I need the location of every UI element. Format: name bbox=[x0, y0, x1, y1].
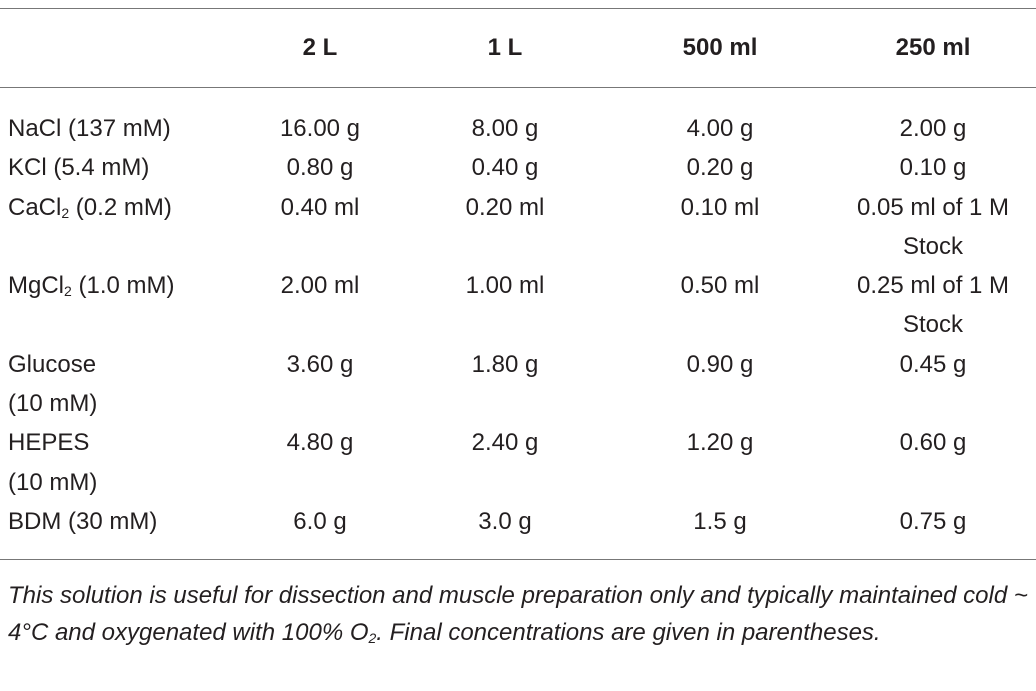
cell: 4.80 g bbox=[240, 423, 400, 502]
row-label: HEPES (10 mM) bbox=[0, 423, 240, 502]
row: Glucose (10 mM) 3.60 g 1.80 g 0.90 g 0.45 g bbox=[0, 345, 1036, 424]
footnote: This solution is useful for dissection a… bbox=[8, 577, 1028, 651]
table-body: NaCl (137 mM) 16.00 g 8.00 g 4.00 g 2.00 g KC… bbox=[0, 88, 1036, 560]
text: (0.2 mM) bbox=[69, 193, 172, 221]
text: 0.90 g bbox=[686, 350, 754, 378]
text: . Final concentrations are given in pare… bbox=[376, 619, 881, 646]
text: (1.0 mM) bbox=[71, 272, 175, 300]
cell: 16.00 g bbox=[240, 88, 400, 149]
header-cell: 2 L bbox=[302, 34, 338, 61]
text: (10 mM) bbox=[8, 390, 98, 418]
row-label: BDM (30 mM) bbox=[0, 502, 240, 560]
text: 0.20 g bbox=[686, 154, 754, 182]
text: 3.60 g bbox=[286, 350, 354, 378]
text: HEPES bbox=[8, 429, 90, 457]
text: 16.00 g bbox=[279, 115, 361, 142]
row: CaCl2 (0.2 mM) 0.40 ml 0.20 ml 0.10 ml 0.05 … bbox=[0, 188, 1036, 267]
cell: 0.05 ml of 1 M Stock bbox=[830, 188, 1036, 267]
text: 8.00 g bbox=[471, 115, 539, 142]
cell: 0.90 g bbox=[610, 345, 830, 424]
text: Stock bbox=[902, 232, 964, 260]
text: CaCl bbox=[8, 193, 62, 221]
text: 1.80 g bbox=[471, 350, 539, 378]
text: 4.00 g bbox=[686, 115, 754, 142]
text: KCl (5.4 mM) bbox=[8, 154, 150, 182]
subscript: 2 bbox=[368, 630, 377, 646]
cell: 1.80 g bbox=[400, 345, 610, 424]
text: 1.20 g bbox=[686, 429, 754, 457]
cell: 3.0 g bbox=[400, 502, 610, 560]
cell: 0.10 ml bbox=[610, 188, 830, 267]
cell: 0.25 ml of 1 M Stock bbox=[830, 266, 1036, 345]
text: 6.0 g bbox=[293, 507, 347, 535]
cell: 1.20 g bbox=[610, 423, 830, 502]
text: BDM (30 mM) bbox=[8, 507, 158, 535]
cell: 4.00 g bbox=[610, 88, 830, 149]
text: 0.45 g bbox=[899, 350, 967, 378]
row: KCl (5.4 mM) 0.80 g 0.40 g 0.20 g 0.10 g bbox=[0, 148, 1036, 187]
cell: 0.80 g bbox=[240, 148, 400, 187]
text: 4.80 g bbox=[286, 429, 354, 457]
text: 2.00 ml bbox=[280, 272, 360, 300]
header-cell: 1 L bbox=[487, 34, 523, 61]
cell: 0.40 ml bbox=[240, 188, 400, 267]
header-row: 2 L 1 L 500 ml 250 ml bbox=[0, 8, 1036, 88]
cell: 3.60 g bbox=[240, 345, 400, 424]
cell: 2.40 g bbox=[400, 423, 610, 502]
row: NaCl (137 mM) 16.00 g 8.00 g 4.00 g 2.00 g bbox=[0, 88, 1036, 149]
table: 2 L 1 L 500 ml 250 ml NaCl (137 mM) 16.00 g 8… bbox=[0, 8, 1036, 560]
cell: 0.20 g bbox=[610, 148, 830, 187]
cell: 1.00 ml bbox=[400, 266, 610, 345]
row: MgCl2 (1.0 mM) 2.00 ml 1.00 ml 0.50 ml 0.25 … bbox=[0, 266, 1036, 345]
row: BDM (30 mM) 6.0 g 3.0 g 1.5 g 0.75 g bbox=[0, 502, 1036, 560]
text: MgCl bbox=[8, 272, 65, 300]
cell: 2.00 ml bbox=[240, 266, 400, 345]
text: (10 mM) bbox=[8, 468, 98, 496]
row-label: KCl (5.4 mM) bbox=[0, 148, 240, 187]
cell: 8.00 g bbox=[400, 88, 610, 149]
text: 0.60 g bbox=[899, 429, 967, 457]
cell: 0.20 ml bbox=[400, 188, 610, 267]
text: 0.80 g bbox=[286, 154, 354, 182]
text: 2.00 g bbox=[899, 115, 967, 142]
text: 0.05 ml of 1 M bbox=[856, 193, 1010, 221]
text: 0.40 ml bbox=[280, 193, 360, 221]
text: 0.25 ml of 1 M bbox=[856, 272, 1010, 300]
text: 1.5 g bbox=[693, 507, 747, 535]
subscript: 2 bbox=[61, 204, 70, 221]
row-label: CaCl2 (0.2 mM) bbox=[0, 188, 240, 267]
cell: 0.10 g bbox=[830, 148, 1036, 187]
header-cell: 500 ml bbox=[682, 34, 758, 61]
text: 0.50 ml bbox=[680, 272, 760, 300]
row-label: NaCl (137 mM) bbox=[0, 88, 240, 149]
text: 0.20 ml bbox=[465, 193, 545, 221]
text: NaCl (137 mM) bbox=[8, 115, 171, 142]
row: HEPES (10 mM) 4.80 g 2.40 g 1.20 g 0.60 g bbox=[0, 423, 1036, 502]
row-label: MgCl2 (1.0 mM) bbox=[0, 266, 240, 345]
row-label: Glucose (10 mM) bbox=[0, 345, 240, 424]
text: Glucose bbox=[8, 350, 97, 378]
text: 0.40 g bbox=[471, 154, 539, 182]
text: 2.40 g bbox=[471, 429, 539, 457]
text: 0.10 g bbox=[899, 154, 967, 182]
cell: 2.00 g bbox=[830, 88, 1036, 149]
cell: 0.40 g bbox=[400, 148, 610, 187]
subscript: 2 bbox=[64, 283, 72, 300]
text: 0.10 ml bbox=[680, 193, 760, 221]
text: 0.75 g bbox=[899, 507, 967, 535]
cell: 1.5 g bbox=[610, 502, 830, 560]
cell: 0.75 g bbox=[830, 502, 1036, 560]
text: Stock bbox=[902, 311, 964, 339]
header-cell: 250 ml bbox=[895, 34, 971, 61]
text: 3.0 g bbox=[478, 507, 532, 535]
cell: 6.0 g bbox=[240, 502, 400, 560]
cell: 0.50 ml bbox=[610, 266, 830, 345]
cell: 0.60 g bbox=[830, 423, 1036, 502]
text: 1.00 ml bbox=[465, 272, 545, 300]
text: This solution is useful for dissection a… bbox=[8, 582, 1028, 646]
cell: 0.45 g bbox=[830, 345, 1036, 424]
header-cell bbox=[0, 9, 240, 88]
